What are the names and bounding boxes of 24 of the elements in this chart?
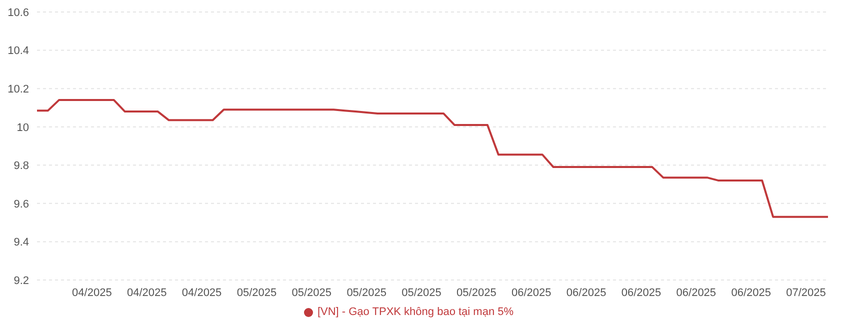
- y-tick-label: 10.4: [8, 45, 29, 58]
- y-tick-label: 9.8: [14, 160, 29, 172]
- x-tick-label: 05/2025: [292, 286, 332, 299]
- x-tick-label: 05/2025: [346, 286, 386, 299]
- x-tick-label: 06/2025: [621, 286, 662, 299]
- line-series: [36, 99, 829, 218]
- x-tick-label: 06/2025: [731, 286, 771, 299]
- legend-label: [VN] - Gạo TPXK không bao tại mạn 5%: [317, 306, 514, 318]
- x-tick-label: 06/2025: [566, 286, 606, 299]
- x-tick-label: 05/2025: [236, 286, 277, 299]
- y-tick-label: 10: [16, 122, 29, 134]
- y-tick-label: 9.4: [14, 236, 29, 249]
- x-tick-label: 07/2025: [786, 286, 826, 299]
- x-tick-label: 05/2025: [402, 286, 442, 299]
- x-tick-label: 04/2025: [72, 286, 112, 299]
- x-tick-label: 06/2025: [676, 286, 716, 299]
- y-tick-label: 9.2: [14, 274, 29, 287]
- y-tick-label: 9.6: [14, 198, 29, 210]
- y-tick-label: 10.6: [8, 6, 29, 19]
- x-tick-label: 05/2025: [456, 286, 496, 299]
- y-tick-label: 10.2: [8, 83, 29, 96]
- x-tick-label: 04/2025: [182, 286, 222, 299]
- x-tick-label: 06/2025: [511, 286, 552, 299]
- x-tick-label: 04/2025: [126, 286, 167, 299]
